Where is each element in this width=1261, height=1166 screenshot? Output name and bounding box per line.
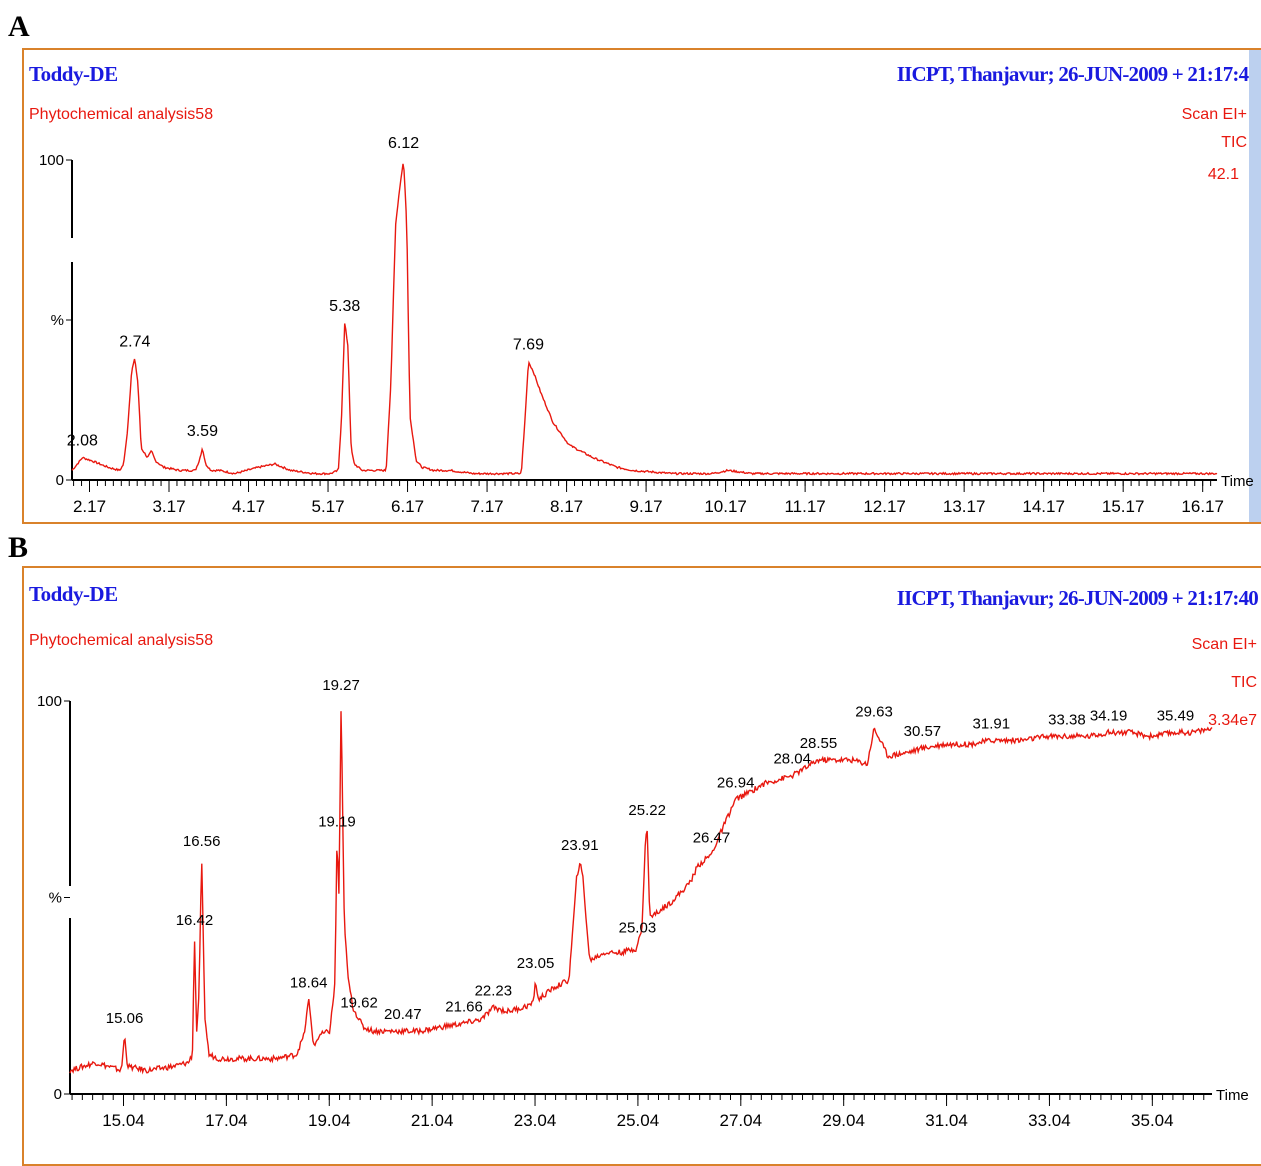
peak-label: 20.47 <box>384 1006 422 1023</box>
peak-label: 26.47 <box>693 829 731 846</box>
x-tick-label: 16.17 <box>1181 497 1224 516</box>
y-tick-label: 100 <box>39 152 64 169</box>
peak-label: 33.38 <box>1048 711 1086 728</box>
x-tick-label: 33.04 <box>1028 1111 1071 1130</box>
x-tick-label: 25.04 <box>617 1111 660 1130</box>
peak-label: 23.05 <box>517 955 555 972</box>
chromatogram-plot-a: 0% 100 2.17 3.17 4.17 5.17 6.17 7.17 8.17 9.17 10.… <box>39 135 1254 516</box>
peak-label: 15.06 <box>106 1010 144 1027</box>
y-tick-label: % <box>49 890 62 907</box>
scroll-band <box>1249 50 1261 522</box>
y-tick-label: 0 <box>56 472 64 489</box>
chromatogram-plot-b: 0% 100 15.04 17.04 19.04 21.04 23.04 25.04 27.04… <box>37 677 1249 1130</box>
peak-label: 16.42 <box>176 912 214 929</box>
peak-label: 34.19 <box>1090 707 1128 724</box>
x-tick-label: 29.04 <box>822 1111 865 1130</box>
x-tick-label: 5.17 <box>311 497 344 516</box>
sample-name: Toddy-DE <box>29 582 118 606</box>
y-tick-label: % <box>51 312 64 329</box>
y-tick-label: 0 <box>54 1086 62 1103</box>
sample-name: Toddy-DE <box>29 62 118 86</box>
peak-label: 22.23 <box>475 983 513 1000</box>
intensity-value: 42.1 <box>1207 166 1239 183</box>
x-tick-label: 23.04 <box>514 1111 557 1130</box>
x-tick-label: 2.17 <box>73 497 106 516</box>
x-tick-label: 27.04 <box>720 1111 763 1130</box>
detection-mode: TIC <box>1231 674 1257 691</box>
x-tick-label: 19.04 <box>308 1111 351 1130</box>
x-tick-label: 31.04 <box>925 1111 968 1130</box>
instrument-header: IICPT, Thanjavur; 26-JUN-2009 + 21:17:40 <box>896 62 1259 86</box>
tic-trace <box>71 163 1218 476</box>
x-tick-label: 15.04 <box>102 1111 145 1130</box>
panel-letter-b: B <box>8 531 29 564</box>
chromatogram-panel-a: Toddy-DE IICPT, Thanjavur; 26-JUN-2009 +… <box>22 48 1261 524</box>
panel-letter-a: A <box>8 10 30 43</box>
peak-label: 35.49 <box>1157 707 1195 724</box>
peak-label: 28.55 <box>800 735 838 752</box>
intensity-value: 3.34e7 <box>1208 712 1257 729</box>
x-tick-label: 12.17 <box>863 497 906 516</box>
scan-mode: Scan EI+ <box>1181 106 1247 123</box>
x-tick-label: 21.04 <box>411 1111 454 1130</box>
x-tick-label: 17.04 <box>205 1111 248 1130</box>
peak-label: 31.91 <box>973 715 1011 732</box>
instrument-header: IICPT, Thanjavur; 26-JUN-2009 + 21:17:40 <box>896 586 1259 610</box>
x-tick-label: 9.17 <box>630 497 663 516</box>
peak-label: 28.04 <box>773 751 811 768</box>
peak-label: 23.91 <box>561 837 599 854</box>
peak-label: 5.38 <box>329 298 360 315</box>
peak-label: 26.94 <box>717 774 755 791</box>
x-tick-label: 35.04 <box>1131 1111 1174 1130</box>
peak-label: 2.08 <box>67 433 98 450</box>
x-tick-label: 10.17 <box>704 497 747 516</box>
peak-label: 18.64 <box>290 975 328 992</box>
x-tick-label: 14.17 <box>1022 497 1065 516</box>
x-tick-label: 8.17 <box>550 497 583 516</box>
run-description: Phytochemical analysis58 <box>29 632 214 649</box>
peak-label: 30.57 <box>904 723 942 740</box>
tic-trace <box>69 711 1213 1075</box>
peak-label: 16.56 <box>183 833 221 850</box>
x-tick-label: 11.17 <box>784 497 825 516</box>
x-axis-title: Time <box>1221 473 1254 490</box>
detection-mode: TIC <box>1221 134 1247 151</box>
peak-label: 19.27 <box>322 677 360 694</box>
x-tick-label: 13.17 <box>943 497 986 516</box>
peak-label: 7.69 <box>513 337 544 354</box>
chromatogram-panel-b: Toddy-DE IICPT, Thanjavur; 26-JUN-2009 +… <box>22 566 1261 1166</box>
x-tick-label: 4.17 <box>232 497 265 516</box>
x-tick-label: 6.17 <box>391 497 424 516</box>
peak-label: 25.22 <box>628 802 666 819</box>
y-tick-label: 100 <box>37 693 62 710</box>
x-tick-label: 15.17 <box>1102 497 1145 516</box>
x-axis-title: Time <box>1216 1087 1249 1104</box>
peak-label: 29.63 <box>855 704 893 721</box>
peak-label: 19.19 <box>318 814 356 831</box>
peak-label: 19.62 <box>340 994 378 1011</box>
x-tick-label: 3.17 <box>152 497 185 516</box>
run-description: Phytochemical analysis58 <box>29 106 214 123</box>
x-tick-label: 7.17 <box>471 497 504 516</box>
peak-label: 6.12 <box>388 135 419 152</box>
scan-mode: Scan EI+ <box>1191 636 1257 653</box>
peak-label: 2.74 <box>119 333 150 350</box>
peak-label: 3.59 <box>187 423 218 440</box>
peak-label: 21.66 <box>445 998 483 1015</box>
peak-label: 25.03 <box>619 920 657 937</box>
